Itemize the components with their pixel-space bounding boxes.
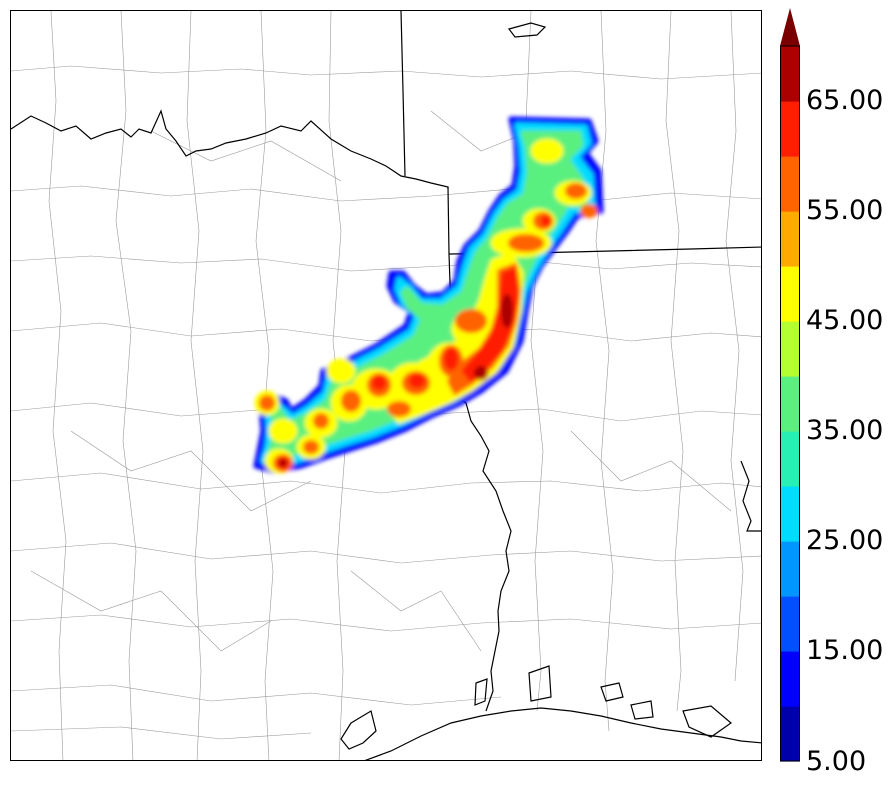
colorbar-tick-label: 25.00	[806, 525, 884, 556]
coastal-lake-3	[630, 700, 654, 720]
colorbar-band-65	[780, 46, 800, 102]
colorbar-band-5	[780, 706, 800, 762]
colorbar-band-55	[780, 156, 800, 212]
colorbar-band-25	[780, 486, 800, 542]
colorbar-outline	[780, 45, 800, 762]
colorbar-band-40	[780, 321, 800, 377]
oklahoma-arkansas-line	[400, 11, 406, 177]
arkansas-lake	[507, 22, 547, 38]
colorbar-tick-label: 55.00	[806, 195, 884, 226]
colorbar-band-10	[780, 651, 800, 707]
colorbar-tick-label: 15.00	[806, 635, 884, 666]
level-70	[279, 294, 513, 467]
colorbar-band-45	[780, 266, 800, 322]
colorbar-bands	[780, 46, 800, 762]
colorbar-tick-label: 65.00	[806, 85, 884, 116]
gulf-coastline	[364, 707, 761, 760]
red-river-boundary	[11, 109, 449, 189]
coastal-lake-4	[682, 705, 732, 738]
colorbar-tick-label: 35.00	[806, 415, 884, 446]
coastal-lake-2	[600, 682, 624, 702]
colorbar-band-60	[780, 101, 800, 157]
galveston-bay	[340, 710, 377, 750]
sabine-lake	[474, 678, 488, 706]
map-canvas	[11, 11, 761, 760]
colorbar-band-15	[780, 596, 800, 652]
colorbar-extend-arrow	[780, 8, 800, 46]
reflectivity-field	[253, 116, 604, 474]
texas-arkansas-line	[447, 186, 450, 255]
east-edge-boundary	[740, 460, 761, 532]
state-boundaries	[11, 11, 761, 760]
colorbar-band-50	[780, 211, 800, 267]
colorbar-band-30	[780, 431, 800, 487]
colorbar-tick-label: 45.00	[806, 305, 884, 336]
colorbar-tick-label: 5.00	[806, 746, 867, 777]
colorbar-band-20	[780, 541, 800, 597]
colorbar	[780, 8, 800, 762]
map-panel	[10, 10, 762, 761]
coastal-lake-1	[528, 665, 552, 702]
colorbar-band-35	[780, 376, 800, 432]
